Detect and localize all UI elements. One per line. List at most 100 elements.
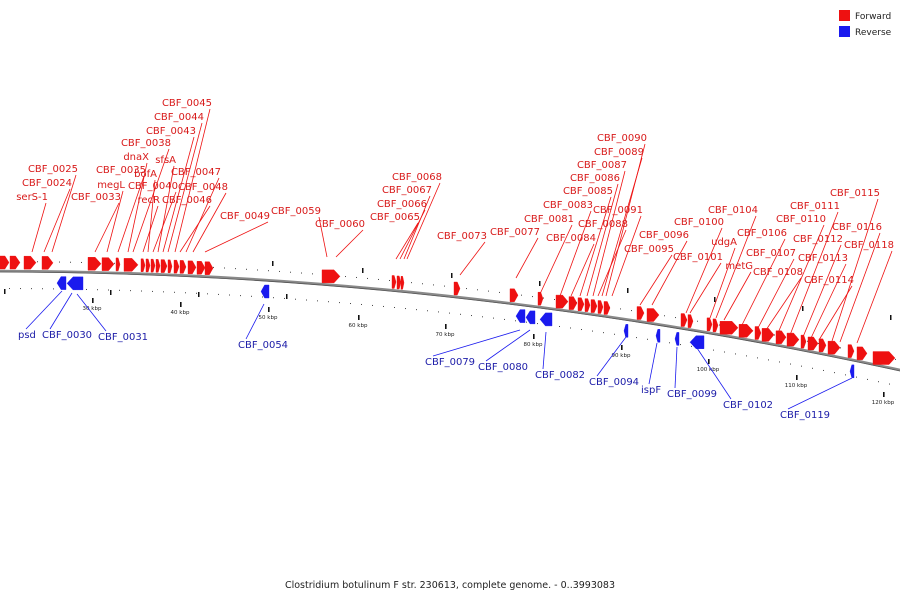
gene-label-psd: psd (18, 330, 36, 341)
gene-label-cbf-0094: CBF_0094 (589, 377, 639, 388)
leader-line-cbf-0115 (831, 198, 879, 342)
leader-line-cbf-0077 (515, 237, 539, 279)
leader-line-cbf-0086 (586, 183, 619, 297)
axis-tick-label: 50 kbp (259, 315, 278, 321)
forward-gene-feature (509, 288, 519, 302)
track-dot (317, 300, 318, 302)
leader-line-cbf-0104 (715, 215, 757, 319)
gene-label-cbf-0054: CBF_0054 (238, 340, 288, 351)
gene-label-bofa: bofA (134, 169, 157, 180)
track-dot (306, 299, 307, 301)
track-dot (691, 345, 692, 347)
track-dot (543, 297, 544, 299)
track-dot (416, 309, 417, 311)
gene-label-cbf-0084: CBF_0084 (546, 233, 596, 244)
leader-line-cbf-0112 (802, 244, 842, 338)
gene-label-cbf-0079: CBF_0079 (425, 357, 475, 368)
track-dot (218, 293, 219, 295)
track-dot (559, 325, 560, 327)
axis-tick-minor (362, 268, 364, 273)
track-dot (878, 381, 879, 383)
gene-label-cbf-0065: CBF_0065 (370, 212, 420, 223)
leader-line-cbf-0081 (539, 224, 573, 295)
forward-gene-feature (23, 255, 37, 270)
gene-label-cbf-0090: CBF_0090 (597, 133, 647, 144)
track-dot (356, 276, 357, 278)
gene-label-cbf-0086: CBF_0086 (570, 173, 620, 184)
forward-gene-feature (603, 301, 611, 315)
gene-label-cbf-0044: CBF_0044 (154, 112, 204, 123)
gene-label-cbf-0035: CBF_0035 (96, 165, 146, 176)
forward-gene-feature (584, 298, 591, 312)
leader-line-cbf-0088 (597, 229, 627, 297)
track-dot (823, 369, 824, 371)
gene-label-cbf-0068: CBF_0068 (392, 172, 442, 183)
gene-label-cbf-0067: CBF_0067 (382, 185, 432, 196)
gene-label-cbf-0033: CBF_0033 (71, 192, 121, 203)
leader-line-cbf-0059 (318, 216, 328, 258)
track-dot (768, 359, 769, 361)
forward-gene-feature (187, 260, 197, 275)
genome-backbone (0, 269, 900, 372)
forward-gene-feature (872, 351, 896, 365)
gene-label-cbf-0085: CBF_0085 (563, 186, 613, 197)
track-dot (889, 383, 890, 385)
axis-tick-label: 80 kbp (524, 342, 543, 348)
gene-label-cbf-0046: CBF_0046 (162, 195, 212, 206)
leader-line-cbf-0068 (406, 182, 441, 260)
gene-label-cbf-0110: CBF_0110 (776, 214, 826, 225)
track-dot (350, 303, 351, 305)
axis-tick-label: 60 kbp (349, 323, 368, 329)
leader-line-cbf-0085 (579, 196, 612, 297)
axis-tick (180, 302, 182, 307)
track-dot (37, 261, 38, 263)
gene-label-cbf-0118: CBF_0118 (844, 240, 894, 251)
forward-gene-feature (706, 317, 713, 332)
forward-gene-feature (636, 306, 645, 320)
leader-line-cbf-0095 (639, 254, 673, 306)
reverse-gene-feature (66, 276, 84, 291)
forward-gene-feature (577, 297, 585, 311)
track-dot (466, 288, 467, 290)
gene-label-cbf-0040: CBF_0040 (128, 181, 178, 192)
gene-label-cbf-0080: CBF_0080 (478, 362, 528, 373)
track-dot (631, 310, 632, 312)
track-dot (97, 289, 98, 291)
axis-tick (533, 334, 535, 339)
gene-label-cbf-0111: CBF_0111 (790, 201, 840, 212)
track-dot (240, 295, 241, 297)
gene-label-megl: megL (97, 180, 125, 191)
track-dots (4, 261, 896, 385)
track-dot (614, 333, 615, 335)
track-dot (224, 267, 225, 269)
axis-tick-label: 120 kbp (872, 400, 895, 406)
track-dot (279, 270, 280, 272)
gene-labels: serS-1CBF_0024CBF_0025CBF_0033megLCBF_00… (16, 98, 894, 421)
forward-gene-feature (754, 326, 762, 340)
leader-line-cbf-0101 (689, 262, 722, 314)
track-dot (262, 296, 263, 298)
axis-tick-minor (714, 297, 716, 302)
gene-label-cbf-0102: CBF_0102 (723, 400, 773, 411)
track-dot (746, 355, 747, 357)
gene-label-cbf-0083: CBF_0083 (543, 200, 593, 211)
leader-line-cbf-0065 (395, 222, 419, 260)
leader-line-metg (723, 271, 752, 321)
track-dot (537, 323, 538, 325)
gene-label-cbf-0119: CBF_0119 (780, 410, 830, 421)
forward-gene-feature (41, 256, 54, 270)
gene-label-metg: metG (725, 261, 753, 272)
axis-tick (708, 359, 710, 364)
forward-gene-feature (590, 299, 598, 313)
leader-line-cbf-0045 (174, 108, 211, 253)
leader-line-psd (25, 290, 63, 330)
gene-label-cbf-0100: CBF_0100 (674, 217, 724, 228)
track-dot (394, 306, 395, 308)
forward-gene-feature (827, 340, 841, 355)
axis-tick-minor (802, 306, 804, 311)
track-dot (532, 296, 533, 298)
leader-line-cbf-0083 (559, 210, 592, 297)
track-dot (801, 365, 802, 367)
track-dot (328, 301, 329, 303)
